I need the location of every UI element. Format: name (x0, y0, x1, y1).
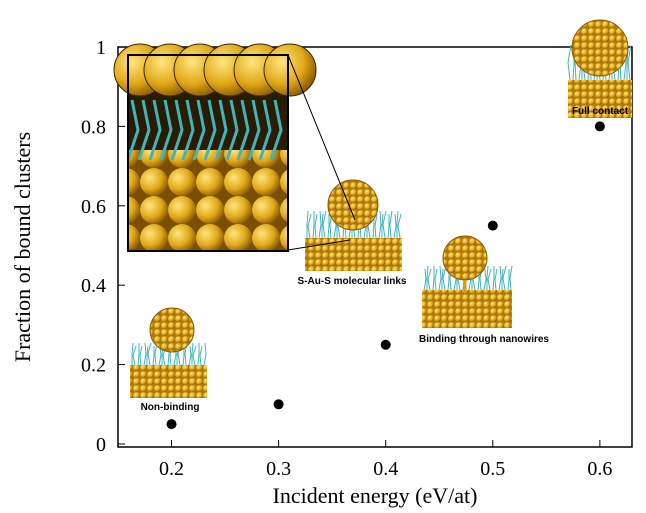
ligand (383, 211, 386, 238)
ligand (433, 266, 434, 290)
ligand (428, 269, 431, 290)
ligand (138, 343, 139, 365)
ligand (439, 266, 441, 290)
annotation: Non-binding (141, 402, 200, 413)
x-axis-label: Incident energy (eV/at) (273, 483, 478, 508)
ligand (388, 214, 389, 238)
ligand (435, 269, 437, 290)
gold-slab (305, 238, 402, 271)
ligand (133, 346, 136, 365)
ligand (315, 214, 317, 238)
data-point (274, 399, 284, 409)
ligand (192, 343, 193, 365)
ligand (568, 45, 571, 80)
y-tick-label: 0.4 (81, 275, 106, 297)
ligand (144, 343, 146, 365)
ligand (189, 346, 191, 365)
ligand (375, 214, 377, 238)
ligand (308, 214, 311, 238)
ligand (394, 214, 396, 238)
annotation: Binding through nanowires (419, 334, 549, 345)
x-tick-label: 0.4 (373, 458, 398, 480)
x-tick-label: 0.6 (587, 458, 612, 480)
ligand (488, 269, 491, 290)
ligand (200, 346, 202, 365)
y-tick-label: 1 (96, 37, 106, 59)
ligand (132, 343, 133, 365)
y-tick-label: 0.2 (81, 355, 106, 377)
ligand (390, 211, 392, 238)
ligand (508, 269, 509, 290)
ligand (379, 211, 381, 238)
ligand (198, 343, 199, 365)
inset-atoms (128, 150, 288, 250)
gold-cluster (572, 20, 628, 76)
ligand (313, 211, 314, 238)
y-tick-label: 0.6 (81, 196, 106, 218)
ligand (628, 45, 631, 80)
ligand (427, 266, 428, 290)
ligand (499, 266, 501, 290)
ligand (484, 269, 486, 290)
gold-cluster (328, 180, 378, 230)
data-point (381, 340, 391, 350)
gold-cluster (443, 236, 487, 280)
data-point (595, 121, 605, 131)
gold-slab (422, 290, 512, 328)
ligand (153, 346, 154, 365)
ligand (193, 346, 196, 365)
chart: Incident energy (eV/at) Fraction of boun… (0, 0, 646, 513)
illustrations (114, 20, 632, 398)
inset-cluster-atom (264, 44, 316, 96)
zoom-line (288, 55, 355, 220)
x-tick-label: 0.5 (480, 458, 505, 480)
ligand (487, 266, 488, 290)
ligand (328, 214, 329, 238)
ligand (424, 269, 426, 290)
ligand (495, 269, 497, 290)
annotation: Full contact (572, 106, 629, 117)
ligand (398, 214, 401, 238)
ligand (510, 266, 512, 290)
ligand (140, 346, 142, 365)
data-point (167, 419, 177, 429)
ligand (323, 211, 326, 238)
ligand (204, 343, 206, 365)
y-axis-label: Fraction of bound clusters (10, 132, 35, 362)
y-tick-label: 0.8 (81, 116, 106, 138)
gold-cluster (150, 308, 194, 352)
y-tick-label: 0 (96, 434, 106, 456)
x-tick-label: 0.2 (159, 458, 184, 480)
ligand (319, 211, 321, 238)
ligand (397, 211, 398, 238)
x-tick-label: 0.3 (266, 458, 291, 480)
ligand (307, 211, 308, 238)
ligand (493, 266, 494, 290)
data-point (488, 221, 498, 231)
annotation: S-Au-S molecular links (298, 276, 407, 287)
ligand (443, 266, 446, 290)
gold-slab (130, 365, 207, 398)
ligand (503, 266, 506, 290)
